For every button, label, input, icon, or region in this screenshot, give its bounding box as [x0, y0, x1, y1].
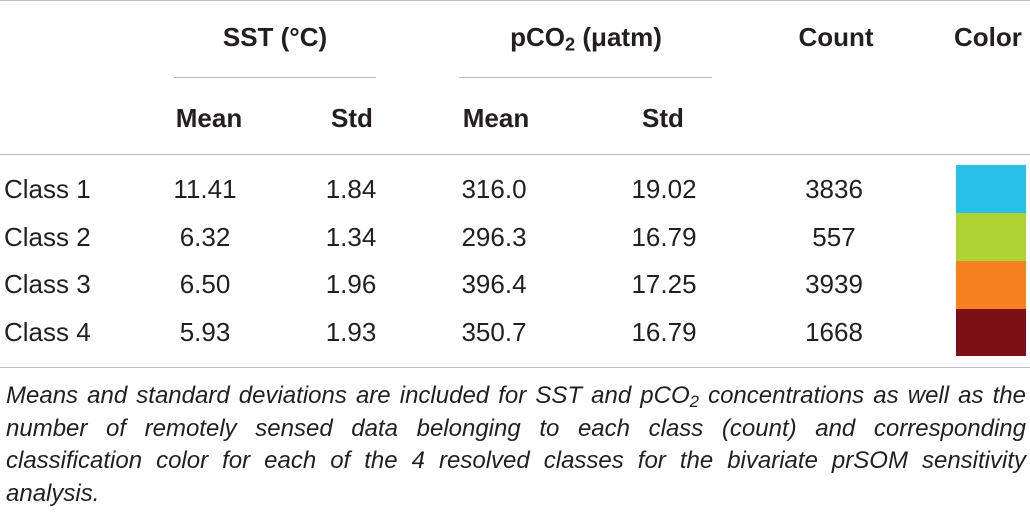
pco2-std-cell: 17.25 — [631, 269, 697, 299]
pco2-mean-cell: 350.7 — [461, 317, 527, 347]
header-bottom-rule — [0, 154, 1030, 155]
class-2-color-swatch — [956, 213, 1026, 261]
class-3-color-swatch — [956, 261, 1026, 309]
pco2-std-cell: 16.79 — [631, 222, 697, 252]
pco2-mean-header: Mean — [462, 103, 530, 133]
pco2-mean-cell: 296.3 — [461, 222, 527, 252]
pco2-std-cell: 19.02 — [631, 174, 697, 204]
row-label: Class 4 — [4, 317, 91, 347]
row-label: Class 3 — [4, 269, 91, 299]
sst-mean-cell: 6.32 — [179, 222, 231, 252]
pco2-mean-cell: 316.0 — [461, 174, 527, 204]
pco2-std-header: Std — [642, 103, 684, 133]
count-cell: 1668 — [805, 317, 863, 347]
sst-mean-cell: 6.50 — [179, 269, 231, 299]
count-cell: 3836 — [805, 174, 863, 204]
table-top-rule — [0, 0, 1030, 1]
row-label: Class 1 — [4, 174, 91, 204]
table-caption: Means and standard deviations are includ… — [6, 382, 1026, 507]
class-4-color-swatch — [956, 309, 1026, 356]
sst-group-rule — [174, 77, 376, 78]
sst-std-header: Std — [331, 103, 373, 133]
count-cell: 3939 — [805, 269, 863, 299]
count-header: Count — [798, 22, 874, 52]
sst-mean-cell: 5.93 — [179, 317, 231, 347]
class-1-color-swatch — [956, 165, 1026, 213]
sst-std-cell: 1.93 — [325, 317, 377, 347]
row-label: Class 2 — [4, 222, 91, 252]
count-cell: 557 — [812, 222, 856, 252]
pco2-group-rule — [459, 77, 712, 78]
pco2-std-cell: 16.79 — [631, 317, 697, 347]
sst-group-header: SST (°C) — [222, 22, 328, 52]
pco2-mean-cell: 396.4 — [461, 269, 527, 299]
sst-std-cell: 1.96 — [325, 269, 377, 299]
sst-mean-header: Mean — [175, 103, 243, 133]
table-bottom-rule — [0, 367, 1030, 368]
sst-mean-cell: 11.41 — [173, 174, 237, 204]
sst-std-cell: 1.84 — [325, 174, 377, 204]
sst-std-cell: 1.34 — [325, 222, 377, 252]
pco2-group-header: pCO2 (μatm) — [510, 22, 662, 55]
color-header: Color — [954, 22, 1022, 52]
